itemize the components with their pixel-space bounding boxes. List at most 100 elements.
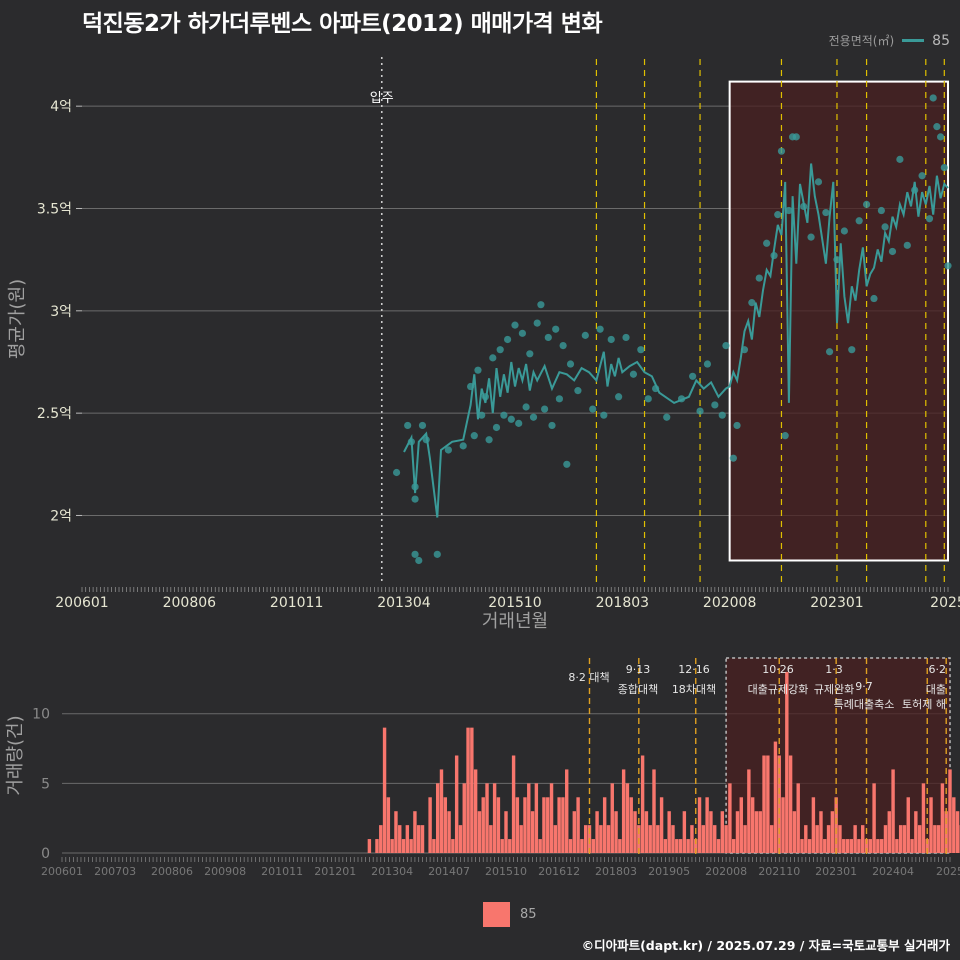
price-point xyxy=(518,329,527,337)
volume-bar xyxy=(549,783,554,853)
volume-bar xyxy=(591,839,595,853)
volume-bar xyxy=(750,797,755,853)
y-tick-label: 3억 xyxy=(50,304,72,320)
price-point xyxy=(544,333,552,342)
volume-bar xyxy=(796,783,800,853)
volume-bar xyxy=(762,755,766,853)
price-point xyxy=(489,354,497,362)
volume-bar xyxy=(766,755,770,853)
volume-bar xyxy=(705,797,709,853)
volume-bar xyxy=(936,825,941,853)
bar-x-tick-label: 2025 xyxy=(936,865,960,878)
volume-bar xyxy=(379,825,383,853)
volume-bar xyxy=(618,839,622,853)
price-point xyxy=(548,421,556,430)
price-point xyxy=(622,333,630,342)
volume-bar xyxy=(929,797,933,853)
price-point xyxy=(522,403,530,411)
price-point xyxy=(596,325,604,333)
price-point xyxy=(663,413,671,421)
price-point xyxy=(825,348,834,356)
volume-bar xyxy=(405,825,410,853)
volume-bar xyxy=(743,825,747,853)
price-point xyxy=(589,405,597,413)
x-tick-label: 202301 xyxy=(810,595,863,611)
volume-bar xyxy=(834,797,838,853)
price-point xyxy=(877,206,885,215)
price-point xyxy=(944,262,952,270)
price-point xyxy=(555,395,564,403)
x-tick-label: 2025 xyxy=(930,595,960,611)
volume-bar xyxy=(940,783,945,853)
x-tick-label: 201510 xyxy=(488,595,541,611)
volume-bar xyxy=(386,797,391,853)
volume-bar xyxy=(910,839,914,853)
price-point xyxy=(533,319,541,327)
volume-bar xyxy=(819,811,823,853)
volume-bar xyxy=(473,769,478,853)
volume-bar xyxy=(747,769,751,853)
volume-bar xyxy=(390,839,394,853)
policy-label: 대출규제강화 xyxy=(748,683,809,696)
chart-title: 덕진동2가 하가더루벤스 아파트(2012) 매매가격 변화 xyxy=(82,11,603,37)
volume-bar xyxy=(466,727,470,853)
bar-x-tick-label: 201510 xyxy=(485,865,527,878)
volume-bar xyxy=(580,839,584,853)
price-point xyxy=(552,325,560,333)
price-point xyxy=(774,211,782,219)
price-point xyxy=(929,94,937,102)
volume-bar xyxy=(504,811,508,853)
volume-bar xyxy=(921,783,926,853)
legend-swatch-line xyxy=(902,39,925,42)
volume-bar xyxy=(731,839,736,853)
volume-bar xyxy=(500,839,504,853)
bar-x-tick-label: 201803 xyxy=(595,865,637,878)
volume-bar xyxy=(629,797,633,853)
x-tick-label: 200806 xyxy=(163,595,217,611)
price-point xyxy=(903,241,911,249)
volume-bar xyxy=(413,811,417,853)
volume-bar xyxy=(633,811,637,853)
price-point xyxy=(411,495,419,503)
volume-bar xyxy=(720,811,725,853)
policy-label: 종합대책 xyxy=(618,683,658,696)
volume-bar xyxy=(739,797,743,853)
bar-x-tick-label: 202404 xyxy=(872,865,914,878)
price-point xyxy=(415,556,423,565)
volume-bar xyxy=(458,825,463,853)
volume-bar xyxy=(675,839,679,853)
price-point xyxy=(888,247,897,256)
volume-bar xyxy=(792,811,797,853)
price-line xyxy=(403,163,949,518)
price-point xyxy=(855,217,863,225)
price-point xyxy=(433,550,441,558)
bar-x-tick-label: 201201 xyxy=(314,865,356,878)
volume-bar xyxy=(735,811,740,853)
price-point xyxy=(615,393,623,401)
volume-bar xyxy=(435,783,440,853)
price-point xyxy=(574,387,582,395)
volume-bar xyxy=(948,769,952,853)
bar-x-tick-label: 202301 xyxy=(815,865,857,878)
volume-bar xyxy=(511,755,516,853)
volume-bar xyxy=(420,825,425,853)
volume-bar xyxy=(769,825,774,853)
price-point xyxy=(711,401,719,409)
volume-bar xyxy=(644,811,649,853)
bar-x-tick-label: 201304 xyxy=(371,865,413,878)
volume-bar xyxy=(583,825,588,853)
bar-x-tick-label: 202008 xyxy=(705,865,747,878)
volume-bar xyxy=(557,797,561,853)
volume-bar xyxy=(955,811,960,853)
volume-bar xyxy=(530,811,535,853)
volume-bar xyxy=(663,839,668,853)
volume-bar xyxy=(694,839,698,853)
price-point xyxy=(940,163,948,172)
bottom-legend: 85 xyxy=(483,902,537,927)
price-point xyxy=(541,405,549,413)
volume-bar xyxy=(914,811,918,853)
policy-label: 토허제 해 xyxy=(902,697,946,711)
volume-bar xyxy=(933,825,937,853)
price-point xyxy=(607,335,615,344)
